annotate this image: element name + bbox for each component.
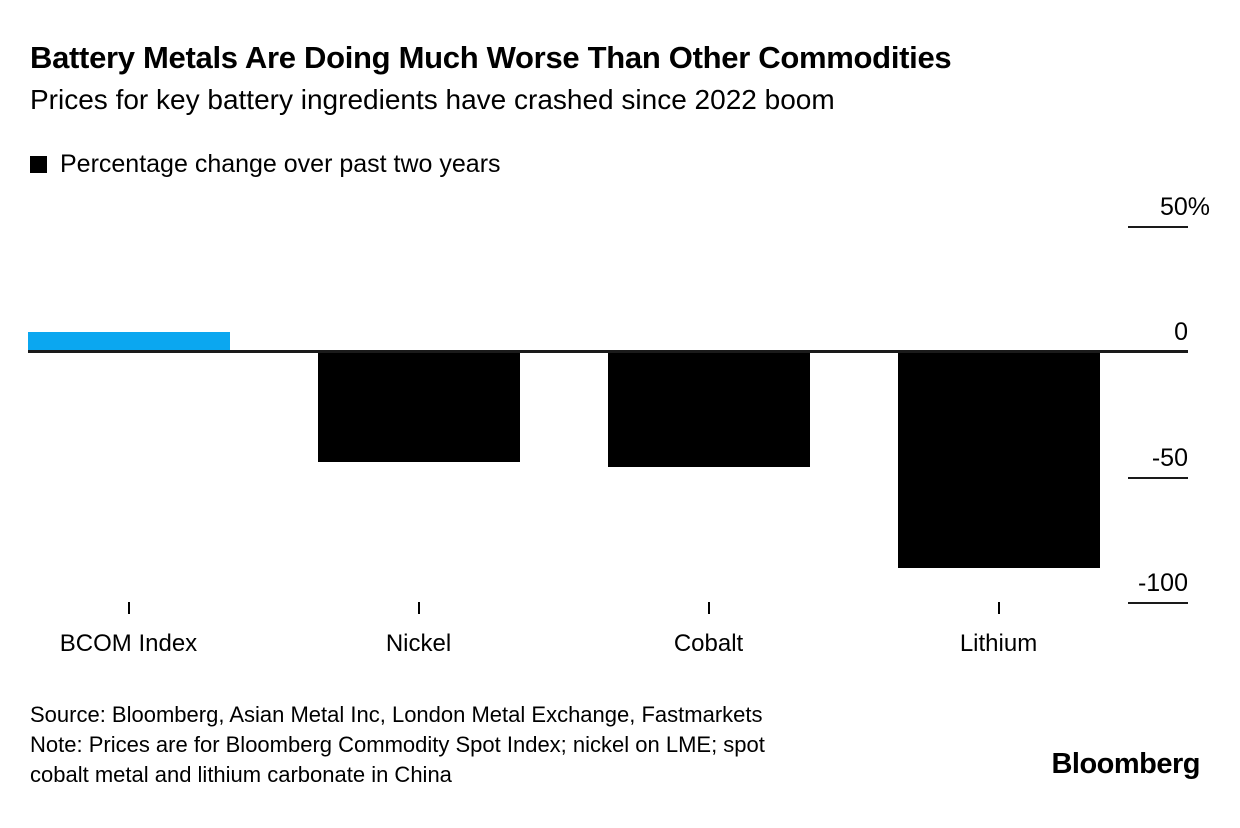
- y-tick-line-50: [1128, 226, 1188, 228]
- source-line: Source: Bloomberg, Asian Metal Inc, Lond…: [30, 702, 763, 727]
- chart-subtitle: Prices for key battery ingredients have …: [30, 84, 835, 115]
- legend-label: Percentage change over past two years: [60, 150, 501, 178]
- y-tick-label-50: 50%: [1159, 193, 1210, 221]
- bar-nickel: [317, 352, 520, 462]
- y-tick-label-0: 0: [1174, 318, 1188, 346]
- bar-cobalt: [607, 352, 810, 467]
- y-tick-label--50: -50: [1151, 444, 1188, 472]
- x-tick-lithium: [997, 602, 1000, 614]
- y-tick-line--50: [1128, 477, 1188, 479]
- x-label-lithium: Lithium: [959, 630, 1038, 657]
- legend-swatch-icon: [30, 156, 47, 173]
- note-line-2: cobalt metal and lithium carbonate in Ch…: [30, 762, 452, 787]
- x-tick-cobalt: [707, 602, 710, 614]
- x-tick-bcom-index: [127, 602, 130, 614]
- chart-title: Battery Metals Are Doing Much Worse Than…: [30, 40, 952, 75]
- x-label-bcom-index: BCOM Index: [59, 630, 198, 657]
- x-label-cobalt: Cobalt: [673, 630, 744, 657]
- bloomberg-logo: Bloomberg: [1051, 748, 1200, 780]
- legend: Percentage change over past two years: [30, 150, 501, 179]
- note-line-1: Note: Prices are for Bloomberg Commodity…: [30, 732, 765, 757]
- bar-bcom-index: [27, 332, 230, 352]
- x-label-nickel: Nickel: [385, 630, 452, 657]
- y-tick-label--100: -100: [1137, 569, 1188, 597]
- x-tick-nickel: [417, 602, 420, 614]
- zero-axis-line: [28, 350, 1188, 353]
- bar-lithium: [897, 352, 1100, 568]
- y-tick-line--100: [1128, 602, 1188, 604]
- footer-notes: Source: Bloomberg, Asian Metal Inc, Lond…: [30, 700, 765, 790]
